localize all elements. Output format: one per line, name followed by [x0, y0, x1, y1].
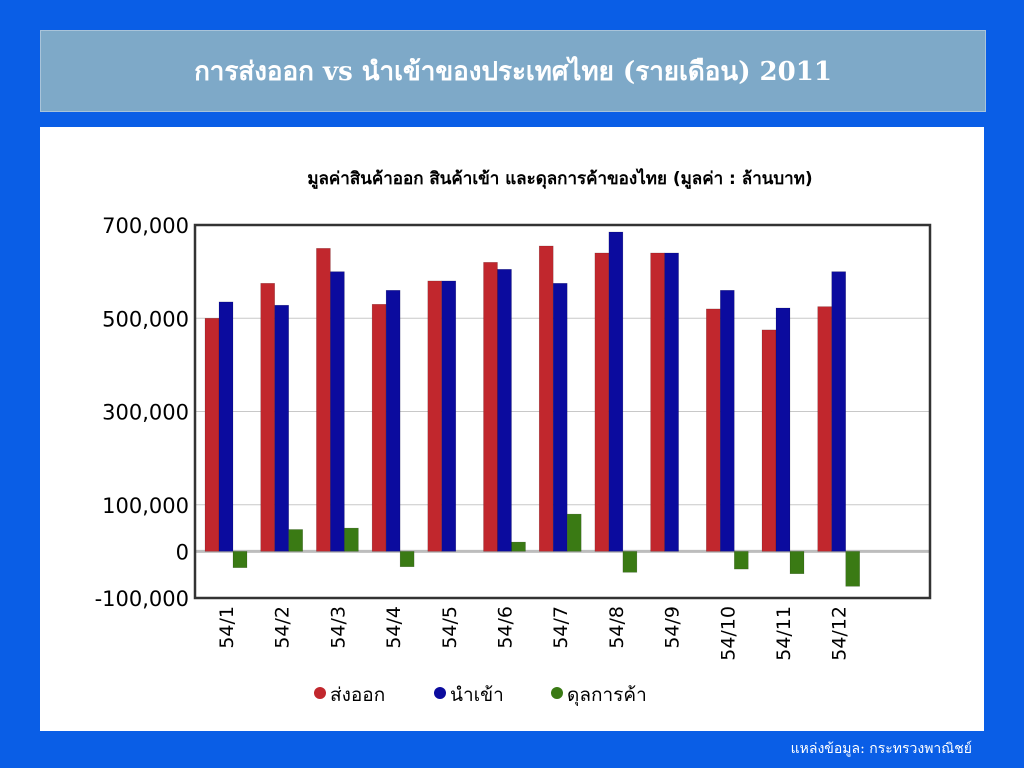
x-tick-label: 54/3: [327, 606, 349, 649]
bar-balance: [566, 513, 582, 552]
y-tick-label: 500,000: [102, 307, 189, 331]
bar-chart: มูลค่าสินค้าออก สินค้าเข้า และดุลการค้าข…: [95, 168, 932, 707]
bar-balance: [399, 551, 415, 568]
bar-export: [316, 248, 331, 552]
bar-import: [720, 290, 735, 552]
bar-export: [204, 318, 220, 552]
bar-export: [650, 252, 665, 552]
x-tick-label: 54/11: [773, 606, 795, 661]
bar-export: [483, 262, 498, 552]
bar-export: [538, 245, 554, 552]
legend: ส่งออก นำเข้า ดุลการค้า: [314, 684, 647, 707]
legend-marker: [434, 687, 446, 699]
x-tick-label: 54/7: [550, 606, 572, 649]
x-tick-label: 54/1: [216, 606, 238, 649]
bar-import: [385, 290, 401, 552]
bar-import: [664, 252, 679, 552]
bars: [204, 231, 860, 587]
legend-label: ดุลการค้า: [567, 684, 647, 707]
x-tick-label: 54/2: [272, 606, 294, 649]
bar-balance: [344, 527, 359, 552]
bar-export: [706, 308, 721, 552]
x-tick-label: 54/9: [662, 606, 684, 649]
x-tick-label: 54/6: [495, 606, 517, 649]
plot-frame: [193, 223, 932, 600]
slide-title: การส่งออก vs นำเข้าของประเทศไทย (รายเดือ…: [40, 30, 986, 112]
bar-import: [608, 231, 624, 552]
chart-title: มูลค่าสินค้าออก สินค้าเข้า และดุลการค้าข…: [307, 168, 812, 190]
x-axis: 54/1 54/2 54/3 54/4 54/5 54/6 54/7 54/8 54/9 54/1…: [216, 606, 851, 661]
y-tick-label: 300,000: [102, 401, 189, 425]
x-tick-label: 54/5: [439, 606, 461, 649]
legend-label: ส่งออก: [330, 684, 385, 706]
chart-panel: มูลค่าสินค้าออก สินค้าเข้า และดุลการค้าข…: [40, 127, 984, 731]
y-tick-label: 100,000: [102, 494, 189, 518]
y-tick-label: 0: [176, 540, 189, 564]
y-tick-label: 700,000: [102, 214, 189, 238]
bar-balance: [288, 529, 303, 552]
bar-export: [260, 283, 275, 552]
source-note: แหล่งข้อมูล: กระทรวงพาณิชย์: [790, 741, 972, 757]
bar-balance: [232, 551, 248, 568]
x-tick-label: 54/10: [717, 606, 739, 661]
y-axis: 700,000 500,000 300,000 100,000 0 -100,000: [95, 214, 189, 611]
bar-import: [441, 280, 457, 552]
bar-export: [371, 304, 387, 552]
bar-import: [552, 283, 568, 552]
bar-import: [274, 304, 289, 552]
x-tick-label: 54/12: [829, 606, 851, 661]
bar-import: [330, 271, 345, 552]
bar-import: [831, 271, 846, 552]
bar-balance: [622, 551, 638, 573]
bar-import: [218, 301, 234, 552]
legend-label: นำเข้า: [450, 684, 504, 706]
bar-export: [817, 306, 832, 552]
x-tick-label: 54/4: [383, 606, 405, 649]
legend-marker: [551, 687, 563, 699]
bar-balance: [511, 541, 526, 552]
bar-balance: [845, 551, 860, 587]
y-tick-label: -100,000: [95, 587, 189, 611]
bar-export: [594, 252, 610, 552]
bar-balance: [789, 551, 805, 575]
x-tick-label: 54/8: [606, 606, 628, 649]
bar-export: [761, 329, 777, 552]
legend-marker: [314, 687, 326, 699]
bar-import: [497, 269, 512, 552]
bar-export: [427, 280, 443, 552]
bar-balance: [734, 551, 749, 570]
bar-import: [775, 307, 791, 552]
